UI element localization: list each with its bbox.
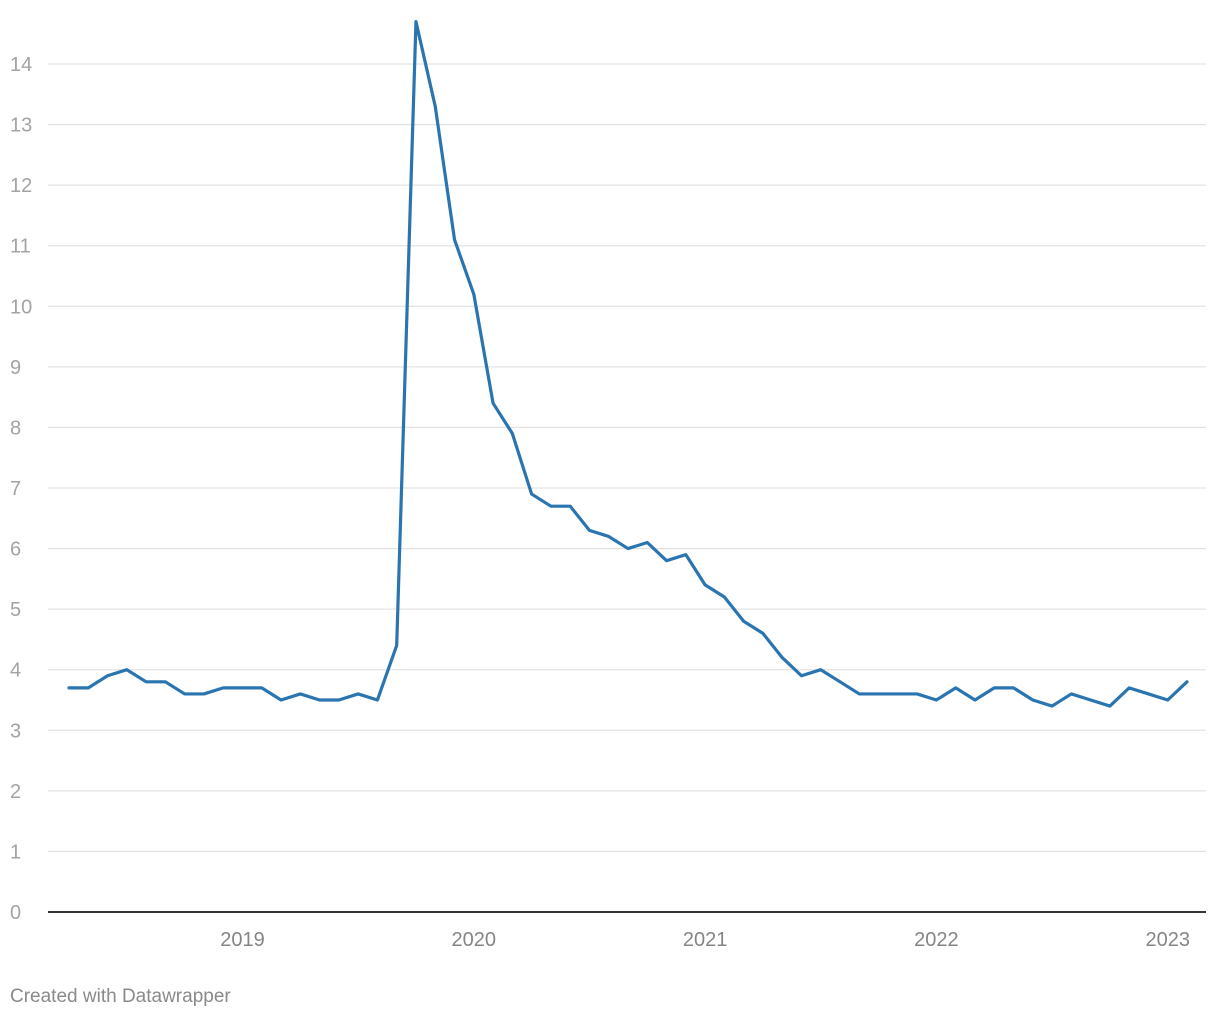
x-tick-label: 2019 bbox=[220, 929, 265, 951]
y-tick-label: 2 bbox=[10, 781, 21, 803]
y-tick-label: 14 bbox=[10, 54, 32, 76]
y-tick-label: 11 bbox=[10, 236, 31, 258]
x-tick-label: 2022 bbox=[914, 929, 959, 951]
y-tick-label: 4 bbox=[10, 660, 21, 682]
x-tick-label: 2020 bbox=[452, 929, 497, 951]
y-tick-label: 5 bbox=[10, 599, 21, 621]
series-layer bbox=[67, 20, 1189, 708]
y-tick-label: 0 bbox=[10, 902, 21, 924]
y-tick-label: 6 bbox=[10, 539, 21, 561]
y-tick-label: 1 bbox=[10, 841, 21, 863]
credit-text: Created with Datawrapper bbox=[10, 986, 231, 1007]
x-axis-tick-labels: 2019 2020 2021 2022 2023 bbox=[220, 929, 1190, 951]
gridlines bbox=[48, 63, 1206, 853]
y-tick-label: 9 bbox=[10, 357, 21, 379]
y-tick-label: 12 bbox=[10, 175, 32, 197]
x-tick-label: 2021 bbox=[683, 929, 728, 951]
y-tick-label: 10 bbox=[10, 296, 32, 318]
y-tick-label: 13 bbox=[10, 115, 32, 137]
y-tick-label: 8 bbox=[10, 417, 21, 439]
x-tick-label: 2023 bbox=[1145, 929, 1190, 951]
y-tick-label: 7 bbox=[10, 478, 21, 500]
y-tick-label: 3 bbox=[10, 720, 21, 742]
series-line bbox=[67, 20, 1189, 708]
